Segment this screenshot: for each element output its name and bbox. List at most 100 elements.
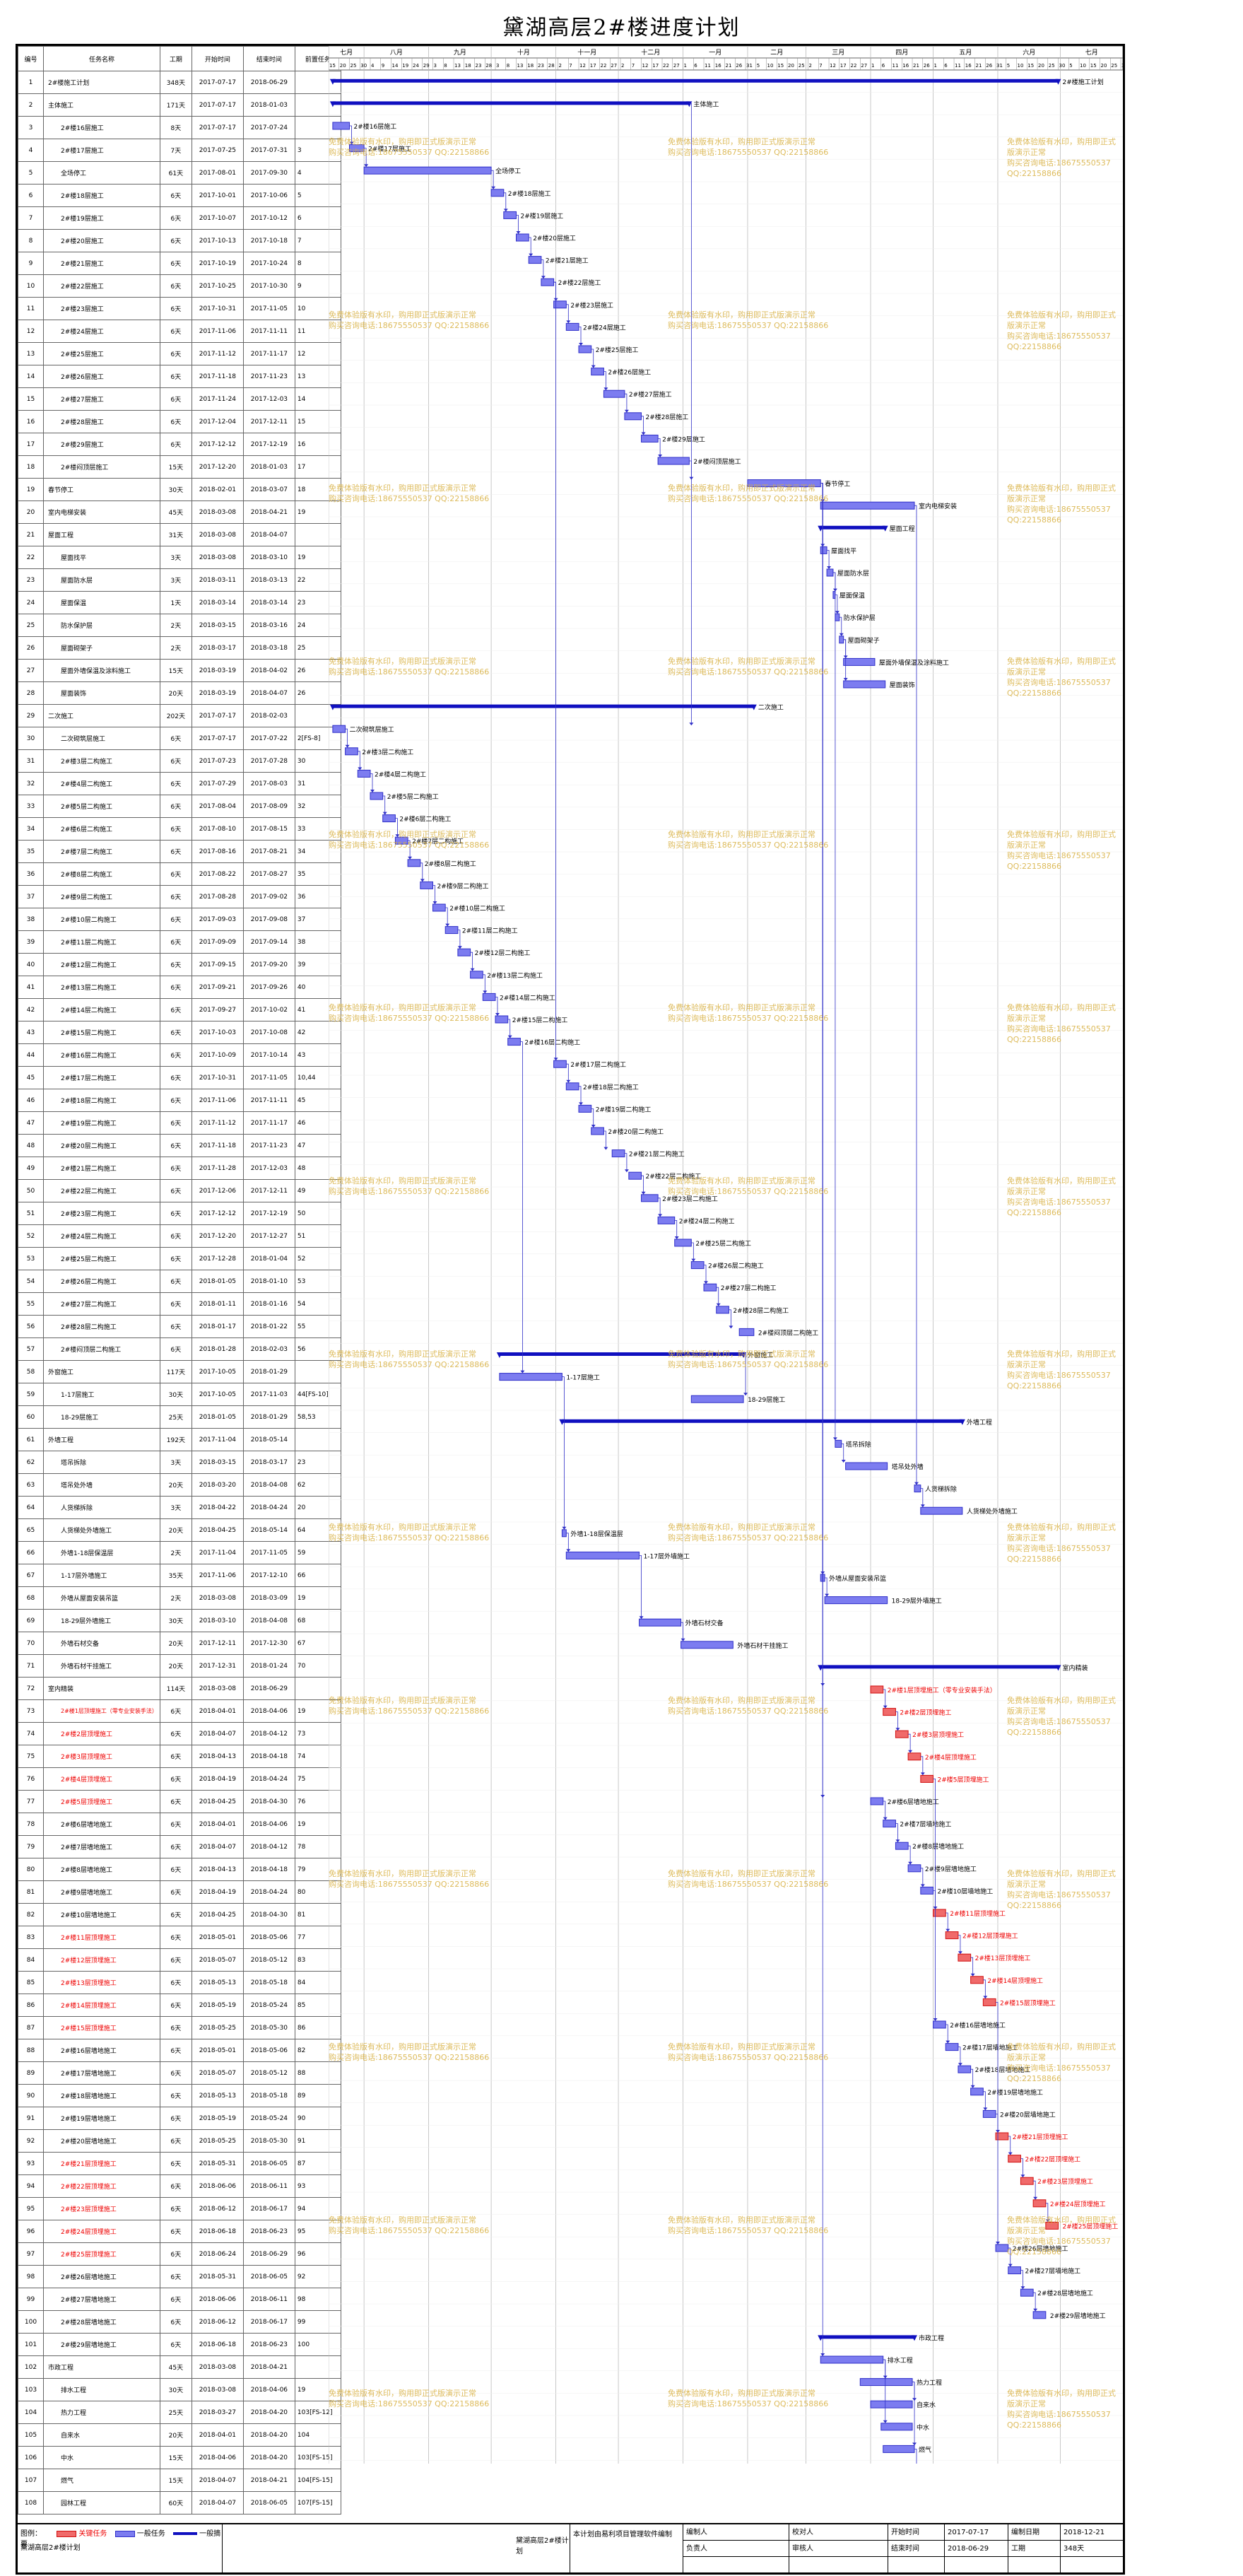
- table-row[interactable]: 55 2#楼27层二构施工 6天 2018-01-11 2018-01-16 54: [18, 1292, 341, 1316]
- table-row[interactable]: 60 18-29层施工 25天 2018-01-05 2018-01-29 58,53: [18, 1405, 341, 1429]
- table-row[interactable]: 83 2#楼11层顶埋施工 6天 2018-05-01 2018-05-06 77: [18, 1926, 341, 1949]
- table-row[interactable]: 2 主体施工 171天 2017-07-17 2018-01-03: [18, 93, 341, 117]
- table-row[interactable]: 49 2#楼21层二构施工 6天 2017-11-28 2017-12-03 48: [18, 1157, 341, 1180]
- table-row[interactable]: 42 2#楼14层二构施工 6天 2017-09-27 2017-10-02 41: [18, 998, 341, 1021]
- table-row[interactable]: 29 二次施工 202天 2017-07-17 2018-02-03: [18, 704, 341, 727]
- table-row[interactable]: 88 2#楼16层墙地施工 6天 2018-05-01 2018-05-06 82: [18, 2039, 341, 2062]
- table-row[interactable]: 53 2#楼25层二构施工 6天 2017-12-28 2018-01-04 52: [18, 1247, 341, 1270]
- table-row[interactable]: 50 2#楼22层二构施工 6天 2017-12-06 2017-12-11 49: [18, 1179, 341, 1202]
- table-row[interactable]: 81 2#楼9层墙地施工 6天 2018-04-19 2018-04-24 80: [18, 1880, 341, 1904]
- table-row[interactable]: 28 屋面装饰 20天 2018-03-19 2018-04-07 26: [18, 681, 341, 705]
- table-row[interactable]: 19 春节停工 30天 2018-02-01 2018-03-07 18: [18, 478, 341, 501]
- table-row[interactable]: 106 中水 15天 2018-04-06 2018-04-20 103[FS-15]: [18, 2446, 341, 2469]
- table-row[interactable]: 79 2#楼7层墙地施工 6天 2018-04-07 2018-04-12 78: [18, 1835, 341, 1858]
- table-row[interactable]: 15 2#楼27层施工 6天 2017-11-24 2017-12-03 14: [18, 387, 341, 411]
- table-row[interactable]: 66 外墙1-18层保温层 2天 2017-11-04 2017-11-05 59: [18, 1541, 341, 1564]
- table-row[interactable]: 92 2#楼20层墙地施工 6天 2018-05-25 2018-05-30 91: [18, 2129, 341, 2153]
- table-row[interactable]: 18 2#楼闷顶层施工 15天 2017-12-20 2018-01-03 17: [18, 455, 341, 479]
- table-row[interactable]: 97 2#楼25层顶埋施工 6天 2018-06-24 2018-06-29 96: [18, 2242, 341, 2266]
- table-row[interactable]: 59 1-17层施工 30天 2017-10-05 2017-11-03 44[FS-10…: [18, 1383, 341, 1406]
- table-row[interactable]: 62 塔吊拆除 3天 2018-03-15 2018-03-17 23: [18, 1451, 341, 1474]
- table-row[interactable]: 43 2#楼15层二构施工 6天 2017-10-03 2017-10-08 42: [18, 1021, 341, 1044]
- table-row[interactable]: 82 2#楼10层墙地施工 6天 2018-04-25 2018-04-30 81: [18, 1903, 341, 1926]
- table-row[interactable]: 12 2#楼24层施工 6天 2017-11-06 2017-11-11 11: [18, 320, 341, 343]
- table-row[interactable]: 108 园林工程 60天 2018-04-07 2018-06-05 107[FS-15]: [18, 2491, 341, 2514]
- table-row[interactable]: 20 室内电梯安装 45天 2018-03-08 2018-04-21 19: [18, 500, 341, 524]
- table-row[interactable]: 74 2#楼2层顶埋施工 6天 2018-04-07 2018-04-12 73: [18, 1722, 341, 1745]
- table-row[interactable]: 33 2#楼5层二构施工 6天 2017-08-04 2017-08-09 32: [18, 795, 341, 818]
- table-row[interactable]: 22 屋面找平 3天 2018-03-08 2018-03-10 19: [18, 546, 341, 569]
- table-row[interactable]: 99 2#楼27层墙地施工 6天 2018-06-06 2018-06-11 98: [18, 2288, 341, 2311]
- table-row[interactable]: 57 2#楼闷顶层二构施工 6天 2018-01-28 2018-02-03 56: [18, 1337, 341, 1361]
- table-row[interactable]: 65 人货梯处外墙施工 20天 2018-04-25 2018-05-14 64: [18, 1518, 341, 1542]
- table-row[interactable]: 75 2#楼3层顶埋施工 6天 2018-04-13 2018-04-18 74: [18, 1745, 341, 1768]
- table-row[interactable]: 90 2#楼18层墙地施工 6天 2018-05-13 2018-05-18 89: [18, 2084, 341, 2107]
- table-row[interactable]: 44 2#楼16层二构施工 6天 2017-10-09 2017-10-14 43: [18, 1043, 341, 1067]
- table-row[interactable]: 93 2#楼21层顶埋施工 6天 2018-05-31 2018-06-05 87: [18, 2152, 341, 2175]
- table-row[interactable]: 105 自来水 20天 2018-04-01 2018-04-20 104: [18, 2423, 341, 2447]
- table-row[interactable]: 63 塔吊处外墙 20天 2018-03-20 2018-04-08 62: [18, 1473, 341, 1497]
- table-row[interactable]: 16 2#楼28层施工 6天 2017-12-04 2017-12-11 15: [18, 410, 341, 433]
- table-row[interactable]: 47 2#楼19层二构施工 6天 2017-11-12 2017-11-17 46: [18, 1111, 341, 1135]
- table-row[interactable]: 102 市政工程 45天 2018-03-08 2018-04-21: [18, 2355, 341, 2379]
- table-row[interactable]: 10 2#楼22层施工 6天 2017-10-25 2017-10-30 9: [18, 274, 341, 298]
- table-row[interactable]: 91 2#楼19层墙地施工 6天 2018-05-19 2018-05-24 90: [18, 2107, 341, 2130]
- table-row[interactable]: 25 防水保护层 2天 2018-03-15 2018-03-16 24: [18, 614, 341, 637]
- table-row[interactable]: 1 2#楼施工计划 348天 2017-07-17 2018-06-29: [18, 71, 341, 94]
- table-row[interactable]: 95 2#楼23层顶埋施工 6天 2018-06-12 2018-06-17 94: [18, 2197, 341, 2220]
- table-row[interactable]: 21 屋面工程 31天 2018-03-08 2018-04-07: [18, 523, 341, 546]
- table-row[interactable]: 94 2#楼22层顶埋施工 6天 2018-06-06 2018-06-11 93: [18, 2174, 341, 2198]
- table-row[interactable]: 58 外窗施工 117天 2017-10-05 2018-01-29: [18, 1360, 341, 1383]
- table-row[interactable]: 98 2#楼26层墙地施工 6天 2018-05-31 2018-06-05 92: [18, 2265, 341, 2288]
- table-row[interactable]: 24 屋面保温 1天 2018-03-14 2018-03-14 23: [18, 591, 341, 614]
- table-row[interactable]: 13 2#楼25层施工 6天 2017-11-12 2017-11-17 12: [18, 342, 341, 365]
- table-row[interactable]: 85 2#楼13层顶埋施工 6天 2018-05-13 2018-05-18 84: [18, 1971, 341, 1994]
- table-row[interactable]: 80 2#楼8层墙地施工 6天 2018-04-13 2018-04-18 79: [18, 1858, 341, 1881]
- table-row[interactable]: 39 2#楼11层二构施工 6天 2017-09-09 2017-09-14 38: [18, 930, 341, 954]
- table-row[interactable]: 46 2#楼18层二构施工 6天 2017-11-06 2017-11-11 45: [18, 1089, 341, 1112]
- table-row[interactable]: 104 热力工程 25天 2018-03-27 2018-04-20 103[FS-12]: [18, 2401, 341, 2424]
- table-row[interactable]: 31 2#楼3层二构施工 6天 2017-07-23 2017-07-28 30: [18, 749, 341, 773]
- table-row[interactable]: 40 2#楼12层二构施工 6天 2017-09-15 2017-09-20 39: [18, 953, 341, 976]
- table-row[interactable]: 77 2#楼5层顶埋施工 6天 2018-04-25 2018-04-30 76: [18, 1790, 341, 1813]
- table-row[interactable]: 34 2#楼6层二构施工 6天 2017-08-10 2017-08-15 33: [18, 817, 341, 841]
- table-row[interactable]: 36 2#楼8层二构施工 6天 2017-08-22 2017-08-27 35: [18, 862, 341, 886]
- table-row[interactable]: 72 室内精装 114天 2018-03-08 2018-06-29: [18, 1677, 341, 1700]
- table-row[interactable]: 86 2#楼14层顶埋施工 6天 2018-05-19 2018-05-24 85: [18, 1994, 341, 2017]
- table-row[interactable]: 68 外墙从屋面安装吊篮 2天 2018-03-08 2018-03-09 19: [18, 1586, 341, 1610]
- table-row[interactable]: 11 2#楼23层施工 6天 2017-10-31 2017-11-05 10: [18, 297, 341, 320]
- table-row[interactable]: 89 2#楼17层墙地施工 6天 2018-05-07 2018-05-12 88: [18, 2061, 341, 2085]
- table-row[interactable]: 23 屋面防水层 3天 2018-03-11 2018-03-13 22: [18, 568, 341, 592]
- table-row[interactable]: 7 2#楼19层施工 6天 2017-10-07 2017-10-12 6: [18, 206, 341, 230]
- table-row[interactable]: 61 外墙工程 192天 2017-11-04 2018-05-14: [18, 1428, 341, 1451]
- table-row[interactable]: 73 2#楼1层顶埋施工（零专业安装手法） 6天 2018-04-01 2018-04-…: [18, 1699, 341, 1723]
- table-row[interactable]: 6 2#楼18层施工 6天 2017-10-01 2017-10-06 5: [18, 184, 341, 207]
- table-row[interactable]: 3 2#楼16层施工 8天 2017-07-17 2017-07-24: [18, 116, 341, 139]
- table-row[interactable]: 26 屋面砌架子 2天 2018-03-17 2018-03-18 25: [18, 636, 341, 660]
- table-row[interactable]: 32 2#楼4层二构施工 6天 2017-07-29 2017-08-03 31: [18, 772, 341, 795]
- table-row[interactable]: 27 屋面外墙保温及涂料施工 15天 2018-03-19 2018-04-02 26: [18, 659, 341, 682]
- table-row[interactable]: 52 2#楼24层二构施工 6天 2017-12-20 2017-12-27 51: [18, 1224, 341, 1248]
- table-row[interactable]: 71 外墙石材干挂施工 20天 2017-12-31 2018-01-24 70: [18, 1654, 341, 1678]
- table-row[interactable]: 8 2#楼20层施工 6天 2017-10-13 2017-10-18 7: [18, 229, 341, 252]
- table-row[interactable]: 51 2#楼23层二构施工 6天 2017-12-12 2017-12-19 50: [18, 1202, 341, 1225]
- table-row[interactable]: 100 2#楼28层墙地施工 6天 2018-06-12 2018-06-17 99: [18, 2310, 341, 2334]
- table-row[interactable]: 9 2#楼21层施工 6天 2017-10-19 2017-10-24 8: [18, 252, 341, 275]
- table-row[interactable]: 76 2#楼4层顶埋施工 6天 2018-04-19 2018-04-24 75: [18, 1767, 341, 1791]
- table-row[interactable]: 84 2#楼12层顶埋施工 6天 2018-05-07 2018-05-12 83: [18, 1948, 341, 1972]
- table-row[interactable]: 70 外墙石材交备 20天 2017-12-11 2017-12-30 67: [18, 1632, 341, 1655]
- table-row[interactable]: 17 2#楼29层施工 6天 2017-12-12 2017-12-19 16: [18, 433, 341, 456]
- table-row[interactable]: 56 2#楼28层二构施工 6天 2018-01-17 2018-01-22 55: [18, 1315, 341, 1338]
- table-row[interactable]: 5 全场停工 61天 2017-08-01 2017-09-30 4: [18, 161, 341, 185]
- table-row[interactable]: 37 2#楼9层二构施工 6天 2017-08-28 2017-09-02 36: [18, 885, 341, 908]
- table-row[interactable]: 67 1-17层外墙施工 35天 2017-11-06 2017-12-10 66: [18, 1564, 341, 1587]
- table-row[interactable]: 87 2#楼15层顶埋施工 6天 2018-05-25 2018-05-30 86: [18, 2016, 341, 2039]
- table-row[interactable]: 48 2#楼20层二构施工 6天 2017-11-18 2017-11-23 47: [18, 1134, 341, 1157]
- table-row[interactable]: 64 人货梯拆除 3天 2018-04-22 2018-04-24 20: [18, 1496, 341, 1519]
- table-row[interactable]: 41 2#楼13层二构施工 6天 2017-09-21 2017-09-26 40: [18, 976, 341, 999]
- table-row[interactable]: 54 2#楼26层二构施工 6天 2018-01-05 2018-01-10 53: [18, 1270, 341, 1293]
- table-row[interactable]: 45 2#楼17层二构施工 6天 2017-10-31 2017-11-05 10,44: [18, 1066, 341, 1089]
- table-row[interactable]: 14 2#楼26层施工 6天 2017-11-18 2017-11-23 13: [18, 365, 341, 388]
- table-row[interactable]: 107 燃气 15天 2018-04-07 2018-04-21 104[FS-15]: [18, 2469, 341, 2492]
- table-row[interactable]: 38 2#楼10层二构施工 6天 2017-09-03 2017-09-08 37: [18, 908, 341, 931]
